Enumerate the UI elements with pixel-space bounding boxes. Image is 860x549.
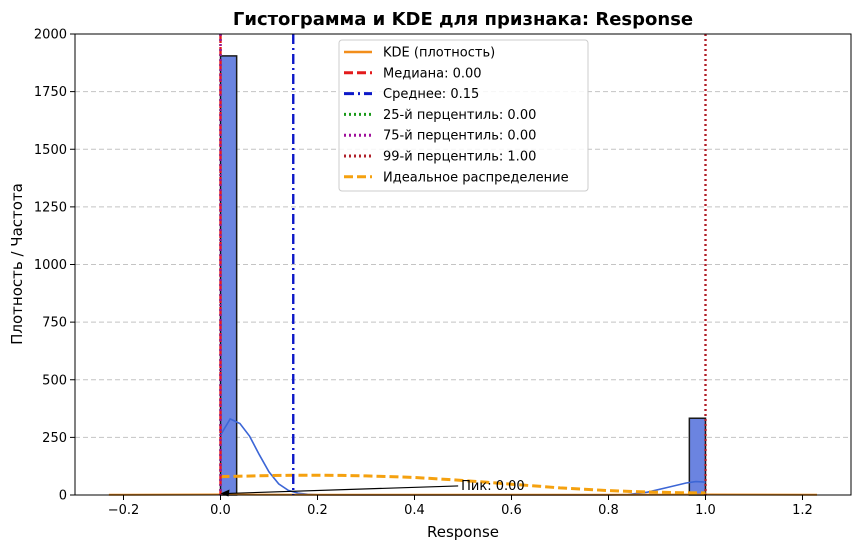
legend-label: Среднее: 0.15 (383, 87, 479, 102)
y-axis-label: Плотность / Частота (8, 183, 26, 345)
legend-label: 99-й перцентиль: 1.00 (383, 150, 536, 165)
x-tick-label: 1.0 (695, 503, 716, 518)
histogram-bar (219, 55, 238, 496)
y-tick-label: 250 (42, 431, 67, 446)
x-tick-label: 1.2 (792, 503, 813, 518)
legend-box (338, 39, 589, 192)
ideal-distribution-line (220, 473, 706, 495)
y-tick-label: 0 (59, 489, 67, 504)
x-tick-label: 0.6 (501, 503, 522, 518)
statistic-lines (219, 34, 707, 495)
legend-label: Идеальное распределение (383, 170, 569, 185)
y-tick-label: 750 (42, 316, 67, 331)
legend-label: Медиана: 0.00 (383, 66, 482, 81)
y-axis-ticks: 0 250 500 750 1000 1250 1500 1750 2000 (34, 28, 75, 504)
y-tick-label: 1750 (34, 85, 67, 100)
x-tick-label: 0.2 (307, 503, 328, 518)
x-axis-ticks: −0.2 0.0 0.2 0.4 0.6 0.8 1.0 1.2 (108, 495, 813, 518)
y-tick-label: 500 (42, 373, 67, 388)
legend: KDE (плотность) Медиана: 0.00 Среднее: 0.1… (338, 39, 589, 192)
annotation-text: Пик: 0.00 (461, 479, 525, 494)
y-tick-label: 2000 (34, 28, 67, 43)
legend-label: 25-й перцентиль: 0.00 (383, 108, 536, 123)
legend-label: 75-й перцентиль: 0.00 (383, 129, 536, 144)
x-tick-label: 0.4 (404, 503, 425, 518)
y-tick-label: 1500 (34, 143, 67, 158)
annotation-arrow (224, 485, 459, 495)
y-tick-label: 1250 (34, 200, 67, 215)
x-tick-label: 0.8 (598, 503, 619, 518)
histogram-bar (688, 417, 707, 496)
legend-label: KDE (плотность) (383, 46, 495, 61)
chart-title: Гистограмма и KDE для признака: Response (233, 9, 693, 30)
x-axis-label: Response (427, 523, 499, 541)
x-tick-label: 0.0 (210, 503, 231, 518)
x-tick-label: −0.2 (108, 503, 140, 518)
y-tick-label: 1000 (34, 258, 67, 273)
